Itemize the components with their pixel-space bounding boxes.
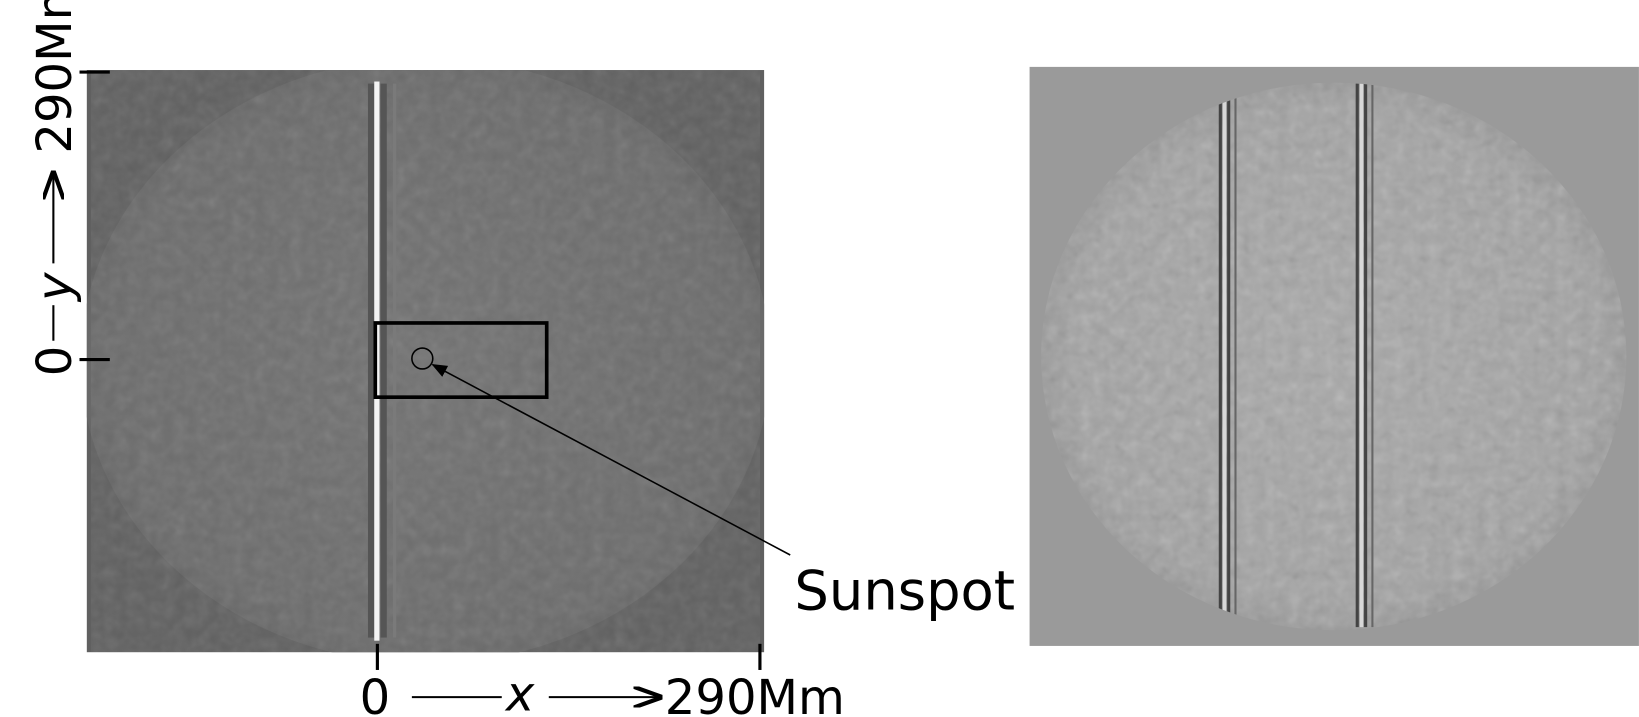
y-axis-end: 290Mm (27, 0, 83, 154)
y-axis-variable: y (27, 272, 83, 303)
right-panel (1030, 67, 1639, 646)
stripe-dark (1219, 84, 1222, 627)
left-panel (81, 57, 791, 663)
panel-texture (91, 68, 760, 653)
stripe-dark (1234, 84, 1236, 627)
stripe-dark (381, 84, 387, 638)
x-axis-start: 0 (360, 670, 391, 717)
stripe-bright (1360, 84, 1363, 627)
stripe-dark (1364, 84, 1367, 627)
stripe-dark (1227, 84, 1230, 627)
stripe-bright (1223, 84, 1226, 627)
stripe-dark (1371, 84, 1373, 627)
x-axis-end: 290Mm (665, 670, 845, 717)
figure: 0 x 290Mm 0 y 290Mm Sunspot (0, 0, 1639, 717)
panel-texture (1041, 83, 1626, 631)
stripe-dark (1356, 84, 1359, 627)
x-axis-variable: x (504, 667, 535, 717)
annotation-label: Sunspot (794, 559, 1015, 622)
stripe-faint (393, 84, 396, 638)
y-axis-label: 0 y 290Mm (27, 0, 83, 376)
stripe-dark (368, 84, 374, 638)
y-axis-start: 0 (27, 346, 83, 377)
